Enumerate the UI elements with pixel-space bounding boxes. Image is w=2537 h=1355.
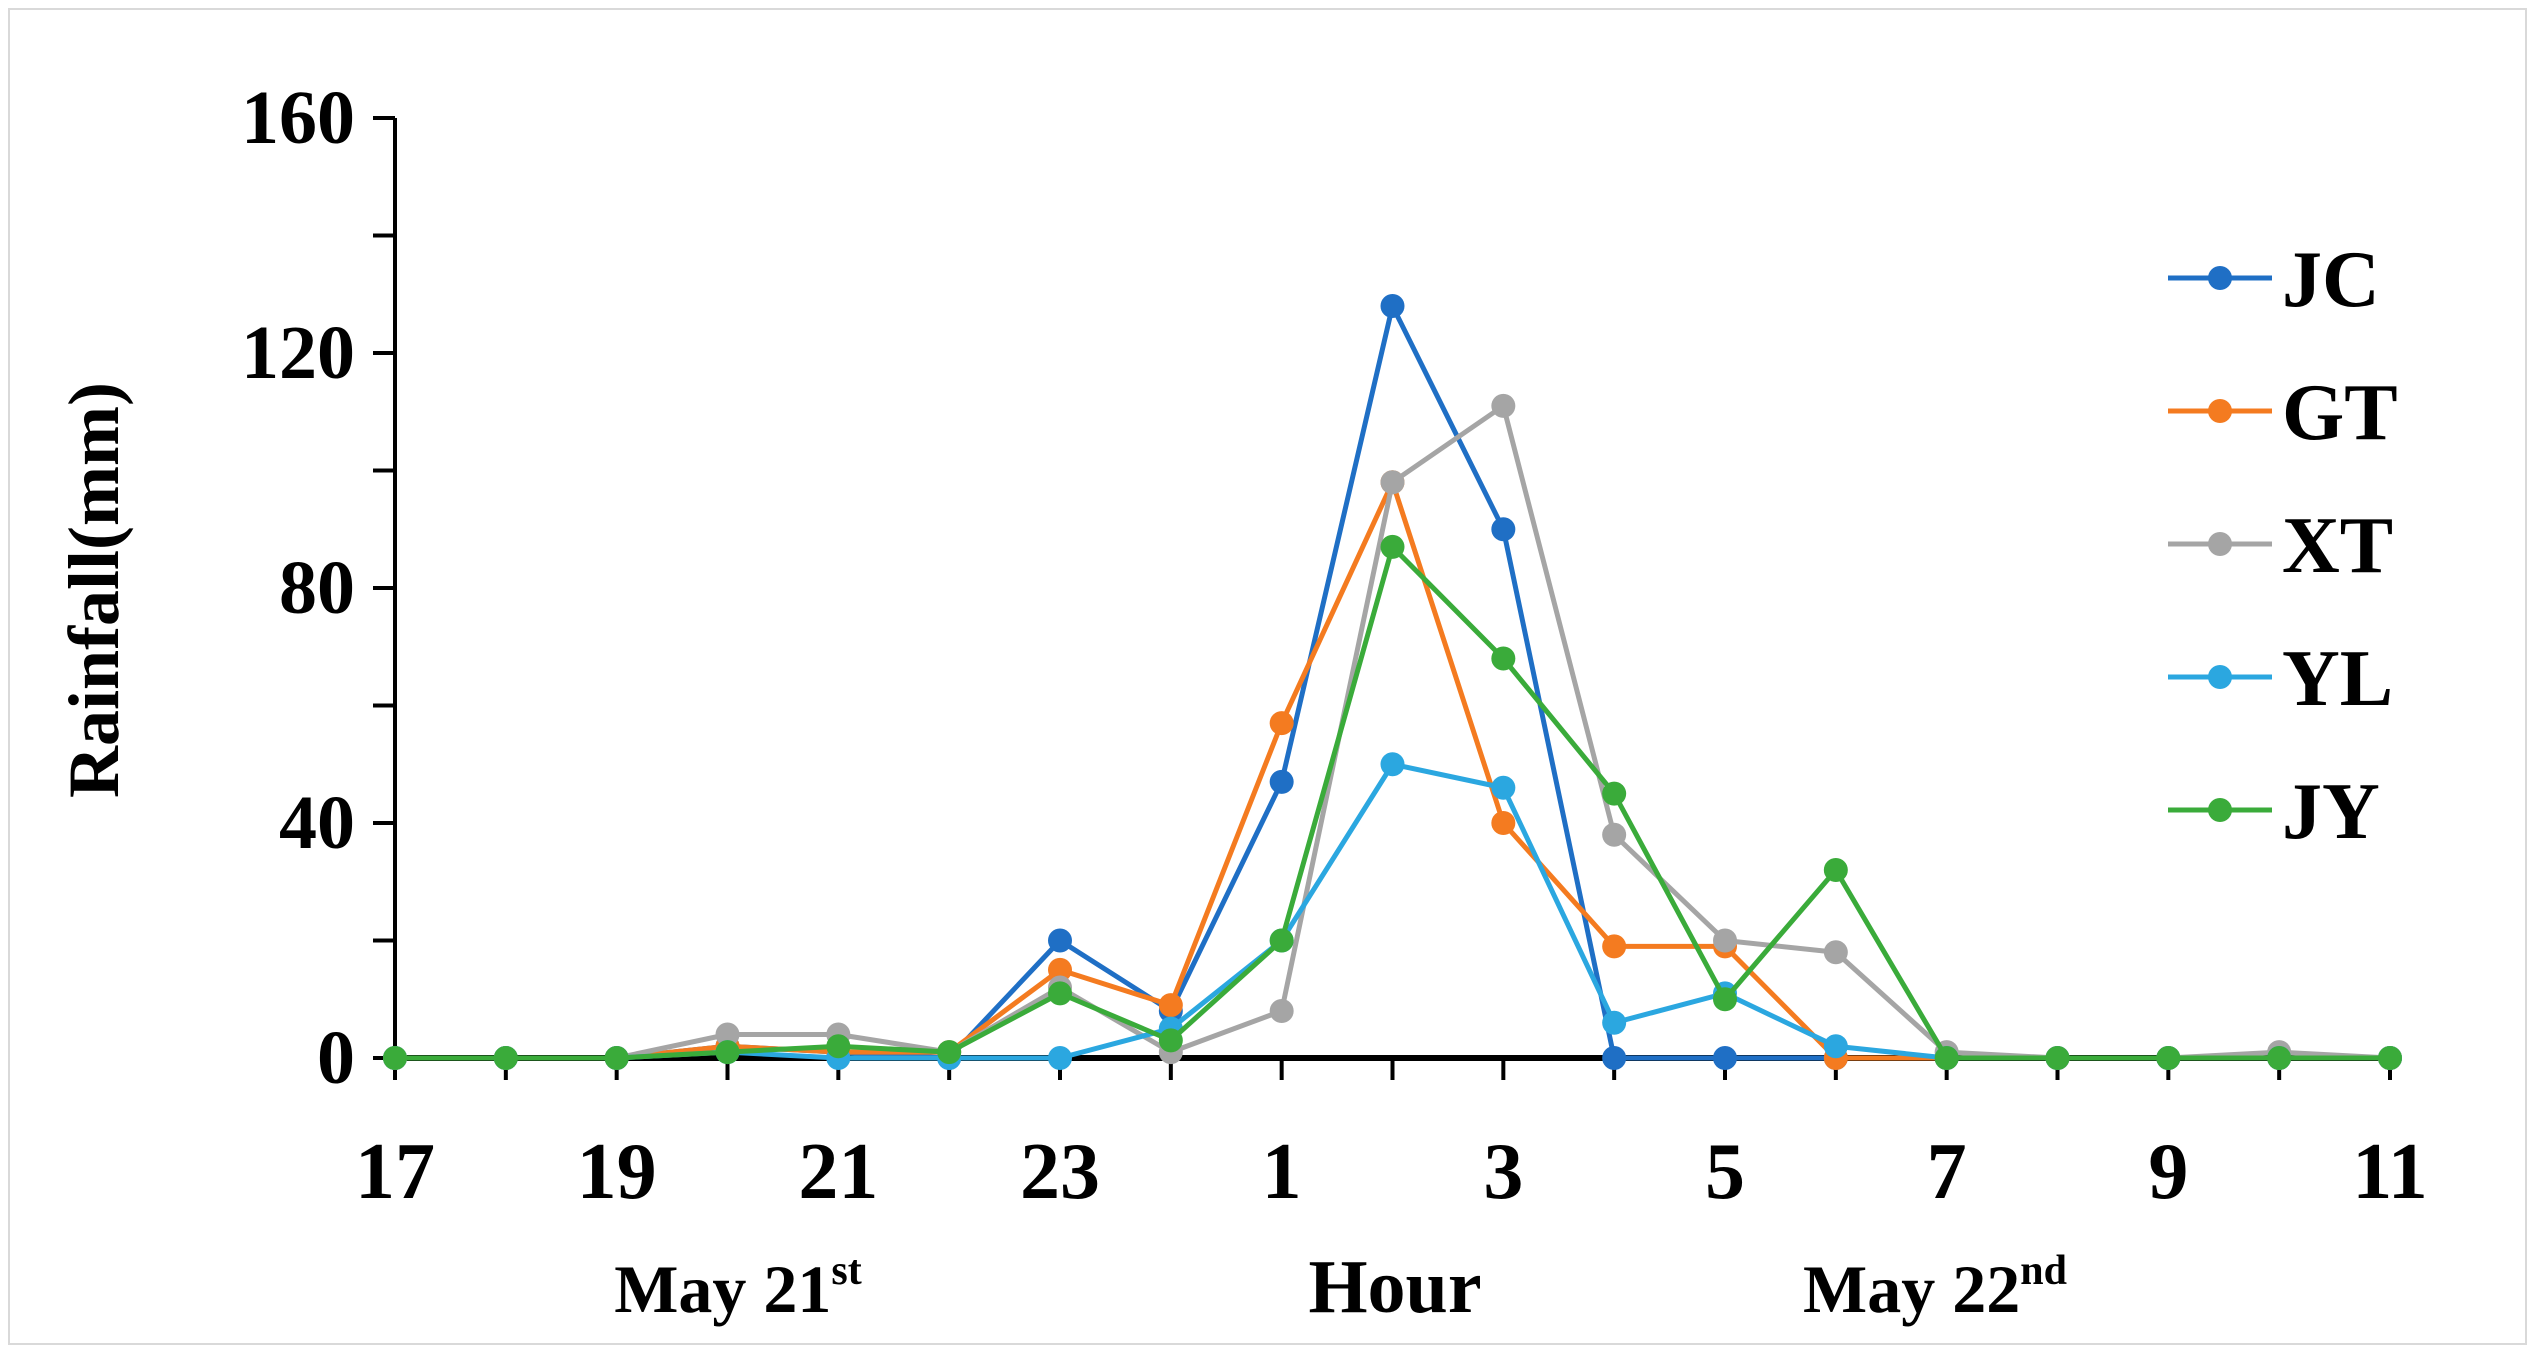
data-point <box>1823 940 1848 965</box>
data-point <box>1934 1046 1959 1070</box>
data-point <box>1048 957 1072 982</box>
legend-label: XT <box>2282 502 2393 590</box>
legend-item-yl: YL <box>2168 635 2393 723</box>
data-point <box>1602 822 1627 847</box>
data-point <box>604 1046 629 1070</box>
data-point <box>1491 811 1516 835</box>
data-point <box>1491 517 1516 542</box>
series-line-jc <box>395 303 2390 1061</box>
data-point <box>1380 294 1405 318</box>
y-axis-title: Rainfall(mm) <box>54 382 134 798</box>
legend-label: YL <box>2282 635 2393 723</box>
data-point <box>1158 1028 1183 1053</box>
data-point <box>493 1046 518 1070</box>
legend-marker <box>2208 266 2232 290</box>
x-tick-label: 21 <box>798 1128 878 1216</box>
data-point <box>1602 1046 1627 1070</box>
series-line-xt <box>395 403 2391 1061</box>
x-tick-label: 3 <box>1483 1128 1523 1216</box>
legend-label: JY <box>2282 768 2380 856</box>
x-tick-label: 23 <box>1020 1128 1100 1216</box>
data-point <box>1602 934 1627 959</box>
y-tick-label: 120 <box>241 311 355 395</box>
data-point <box>1269 711 1294 736</box>
x-tick-label: 1 <box>1262 1128 1302 1216</box>
x-axis-title: Hour <box>1308 1245 1481 1329</box>
data-point <box>1713 1046 1737 1070</box>
data-point <box>1269 999 1294 1023</box>
y-tick-label: 40 <box>279 781 355 865</box>
data-point <box>1491 646 1516 671</box>
legend-item-gt: GT <box>2168 369 2398 457</box>
data-point <box>1048 928 1072 953</box>
data-point <box>2156 1046 2181 1070</box>
x-tick-label: 19 <box>577 1128 657 1216</box>
x-tick-label: 7 <box>1927 1128 1967 1216</box>
legend-item-jy: JY <box>2168 768 2380 856</box>
series-line-jy <box>395 544 2390 1061</box>
date-label-may-22: May 22nd <box>1803 1248 2067 1327</box>
data-point <box>1158 993 1183 1018</box>
chart-frame <box>8 8 2527 1345</box>
legend-marker <box>2208 665 2232 689</box>
series-layer <box>383 294 2402 1070</box>
data-point <box>2378 1046 2402 1070</box>
y-axis: 0 40 80 120 160 <box>241 76 397 1100</box>
legend-label: JC <box>2282 236 2380 324</box>
data-point <box>1491 775 1516 800</box>
legend-marker <box>2208 399 2232 423</box>
data-point <box>826 1034 851 1059</box>
legend-item-xt: XT <box>2168 502 2393 590</box>
data-point <box>1269 928 1294 953</box>
series-xt <box>383 393 2402 1070</box>
date-label-may-21: May 21st <box>614 1248 862 1327</box>
x-tick-label: 5 <box>1705 1128 1745 1216</box>
data-point <box>2045 1046 2070 1070</box>
data-point <box>1823 1034 1848 1059</box>
data-point <box>715 1022 740 1047</box>
x-tick-label: 17 <box>355 1128 435 1216</box>
data-point <box>1713 987 1737 1012</box>
legend: JC GT XT YL JY <box>2168 236 2398 856</box>
y-tick-label: 160 <box>241 76 355 160</box>
data-point <box>1380 470 1405 495</box>
legend-label: GT <box>2282 369 2398 457</box>
legend-marker <box>2208 798 2232 822</box>
data-point <box>1823 858 1848 882</box>
series-jc <box>383 294 2402 1070</box>
series-yl <box>383 752 2402 1070</box>
data-point <box>2267 1046 2292 1070</box>
data-point <box>1269 769 1294 794</box>
data-point <box>1602 781 1627 806</box>
y-tick-label: 80 <box>279 546 355 630</box>
data-point <box>937 1040 962 1065</box>
data-point <box>1380 534 1405 559</box>
data-point <box>1048 981 1072 1006</box>
x-axis: 17 19 21 23 1 3 5 7 9 11 <box>355 1055 2428 1216</box>
data-point <box>715 1040 740 1065</box>
data-point <box>383 1046 407 1070</box>
legend-marker <box>2208 532 2232 556</box>
x-tick-label: 11 <box>2352 1128 2428 1216</box>
data-point <box>1713 928 1737 953</box>
x-tick-label: 9 <box>2148 1128 2188 1216</box>
y-tick-label: 0 <box>317 1016 355 1100</box>
data-point <box>1048 1046 1072 1070</box>
data-point <box>1491 393 1516 418</box>
series-jy <box>383 534 2402 1070</box>
series-line-yl <box>395 761 2390 1061</box>
data-point <box>1380 752 1405 777</box>
legend-item-jc: JC <box>2168 236 2380 324</box>
data-point <box>1602 1010 1627 1035</box>
